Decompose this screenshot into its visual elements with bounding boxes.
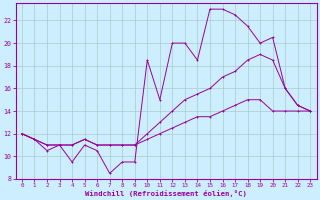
X-axis label: Windchill (Refroidissement éolien,°C): Windchill (Refroidissement éolien,°C) <box>85 190 247 197</box>
